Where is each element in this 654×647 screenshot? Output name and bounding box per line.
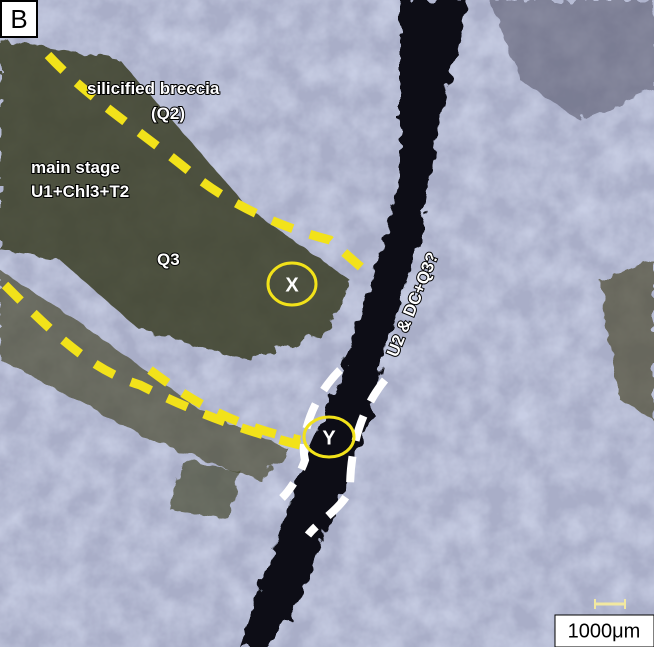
label-silicified-breccia: silicified breccia — [87, 79, 220, 98]
panel-label: B — [10, 4, 27, 34]
micrograph: X Y silicified breccia (Q2) main stage U… — [0, 0, 654, 647]
scale-label: 1000μm — [568, 620, 641, 642]
label-q3: Q3 — [157, 250, 180, 269]
label-q2: (Q2) — [151, 104, 185, 123]
point-x-label: X — [285, 274, 299, 296]
point-y-label: Y — [322, 427, 336, 449]
label-main-stage-minerals: U1+Chl3+T2 — [31, 182, 129, 201]
label-main-stage: main stage — [31, 158, 120, 177]
